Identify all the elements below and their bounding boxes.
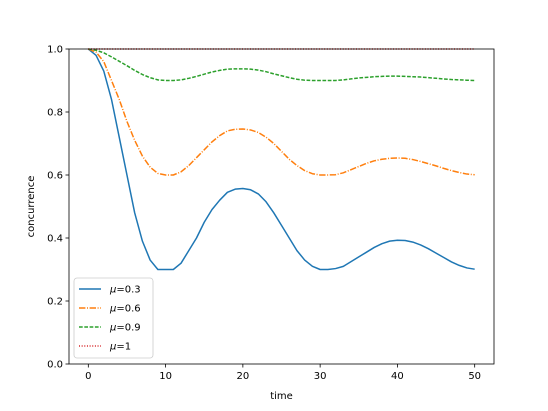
x-tick-label: 30 [314, 371, 327, 382]
y-tick-label: 0.0 [47, 360, 63, 371]
legend: μ=0.3 μ=0.6 μ=0.9 μ=1 [73, 277, 154, 359]
axis-ticks: 0 10 20 30 40 50 0.0 0.2 0.4 0.6 0.8 1.0 [47, 45, 481, 383]
x-tick-label: 0 [85, 371, 91, 382]
y-tick-label: 0.6 [47, 171, 63, 182]
y-tick-label: 0.2 [47, 297, 63, 308]
x-axis-label: time [270, 391, 293, 402]
series-line-1 [87, 48, 475, 271]
x-tick-label: 20 [236, 371, 249, 382]
series-line-3 [88, 48, 475, 82]
series-line-2 [88, 48, 475, 176]
y-tick-label: 0.8 [47, 108, 63, 119]
plot-lines [87, 48, 475, 271]
legend-box [73, 277, 154, 359]
y-axis-label: concurrence [26, 176, 37, 238]
y-tick-label: 0.4 [47, 234, 63, 245]
legend-label-3: μ=0.9 [109, 323, 141, 334]
axes-frame [68, 48, 495, 365]
x-tick-label: 50 [468, 371, 481, 382]
legend-label-2: μ=0.6 [109, 304, 141, 315]
legend-label-4: μ=1 [109, 342, 131, 353]
y-tick-label: 1.0 [47, 45, 63, 56]
x-tick-label: 10 [159, 371, 172, 382]
x-tick-label: 40 [391, 371, 404, 382]
legend-label-1: μ=0.3 [109, 285, 141, 296]
